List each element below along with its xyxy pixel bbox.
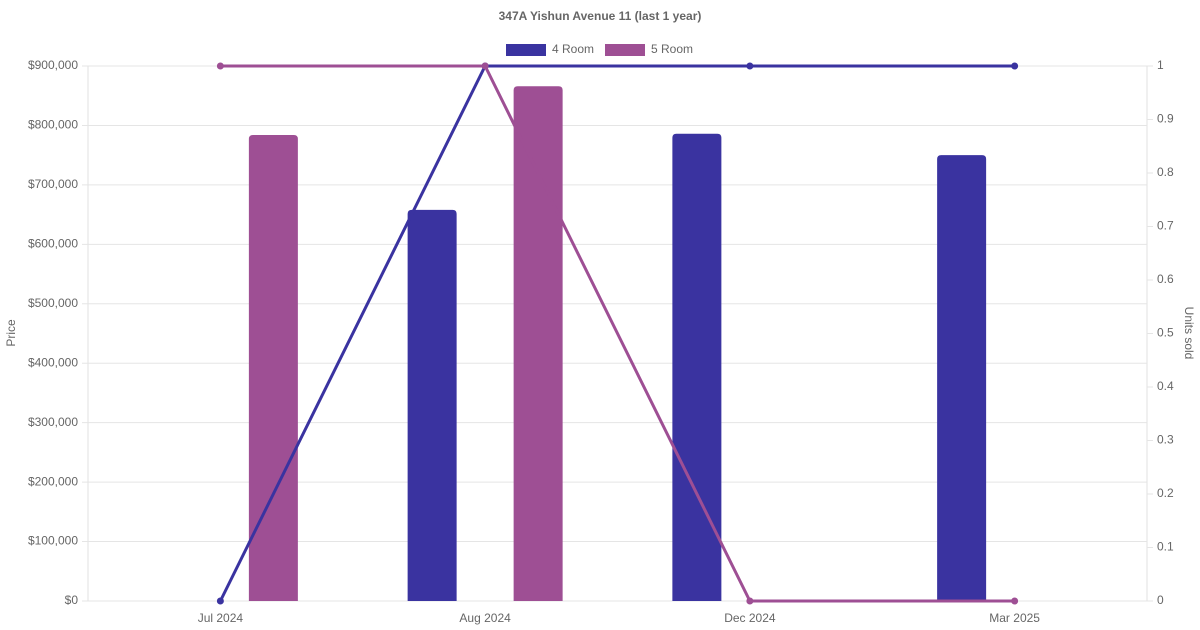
y-tick-label: $200,000 — [28, 474, 78, 488]
y2-axis-label: Units sold — [1182, 307, 1196, 360]
bar — [407, 209, 457, 601]
y2-tick-label: 0 — [1157, 593, 1164, 607]
y2-tick-label: 0.4 — [1157, 379, 1174, 393]
chart-title: 347A Yishun Avenue 11 (last 1 year) — [499, 9, 702, 23]
y-tick-label: $0 — [65, 593, 79, 607]
point — [216, 597, 224, 605]
y2-tick-label: 0.8 — [1157, 165, 1174, 179]
x-tick-label: Mar 2025 — [989, 611, 1040, 625]
y-tick-label: $600,000 — [28, 237, 78, 251]
y-tick-label: $700,000 — [28, 177, 78, 191]
y-tick-label: $100,000 — [28, 534, 78, 548]
y-tick-label: $500,000 — [28, 296, 78, 310]
point — [746, 62, 754, 70]
point — [481, 62, 489, 70]
bar — [937, 155, 987, 601]
legend-swatch — [605, 44, 645, 56]
x-tick-label: Aug 2024 — [459, 611, 511, 625]
point — [746, 597, 754, 605]
point — [1011, 597, 1019, 605]
line — [219, 64, 1015, 602]
legend-label: 5 Room — [651, 42, 693, 56]
y-tick-label: $400,000 — [28, 355, 78, 369]
y2-tick-label: 0.9 — [1157, 112, 1174, 126]
y2-tick-label: 0.2 — [1157, 486, 1174, 500]
line — [220, 64, 1015, 603]
y-tick-label: $300,000 — [28, 415, 78, 429]
y2-tick-label: 0.7 — [1157, 219, 1174, 233]
y2-tick-label: 0.6 — [1157, 272, 1174, 286]
y-tick-label: $900,000 — [28, 58, 78, 72]
y2-tick-label: 0.1 — [1157, 540, 1174, 554]
legend-swatch — [506, 44, 546, 56]
point — [1011, 62, 1019, 70]
bar — [513, 86, 563, 601]
bar — [672, 133, 722, 601]
x-tick-label: Dec 2024 — [724, 611, 776, 625]
y2-tick-label: 0.3 — [1157, 433, 1174, 447]
point — [216, 62, 224, 70]
legend-label: 4 Room — [552, 42, 594, 56]
x-tick-label: Jul 2024 — [198, 611, 244, 625]
y-axis-label: Price — [4, 319, 18, 347]
y2-tick-label: 0.5 — [1157, 326, 1174, 340]
y2-tick-label: 1 — [1157, 58, 1164, 72]
y-tick-label: $800,000 — [28, 118, 78, 132]
bar — [248, 134, 298, 601]
